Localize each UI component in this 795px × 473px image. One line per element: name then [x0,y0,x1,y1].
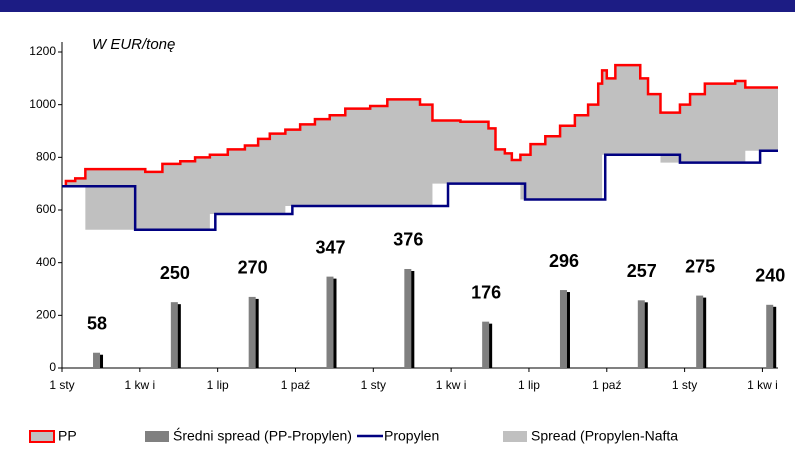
x-tick-label: 1 kw i [747,378,778,392]
x-tick-label: 1 paź [592,378,621,392]
line [62,63,778,188]
x-tick-label: 1 paź [281,378,310,392]
bar [637,300,645,368]
data-label: 296 [549,251,579,271]
data-label: 270 [238,258,268,278]
legend-swatch [29,430,55,443]
y-tick-label: 0 [49,360,56,374]
y-tick-label: 800 [36,150,56,164]
x-tick-label: 1 lip [207,378,229,392]
line [62,149,778,231]
bar [559,290,567,368]
data-label: 176 [471,282,501,302]
bar [482,321,490,368]
y-tick-label: 600 [36,202,56,216]
x-tick-label: 1 kw i [124,378,155,392]
legend-label: PP [58,428,77,444]
bar [404,268,412,368]
x-tick-label: 1 sty [49,378,74,392]
data-label: 240 [755,266,785,286]
data-label: 58 [87,313,107,333]
bar [248,296,256,368]
y-tick-label: 400 [36,255,56,269]
y-tick-label: 1200 [29,44,56,58]
data-label: 257 [627,261,657,281]
bar [93,352,101,368]
legend-label: Średni spread (PP-Propylen) [173,427,352,444]
data-label: 376 [393,230,423,250]
annotation: W EUR/tonę [92,36,175,53]
y-tick-label: 200 [36,308,56,322]
spread-area [62,65,778,230]
legend-swatch [503,431,527,442]
data-label: 250 [160,263,190,283]
legend-label: Spread (Propylen-Nafta [531,428,678,444]
y-tick-label: 1000 [29,97,56,111]
data-label: 347 [315,237,345,257]
legend-swatch [145,431,169,442]
top-band [0,0,795,12]
bar [170,302,178,368]
bar [766,304,774,368]
x-tick-label: 1 sty [361,378,386,392]
x-tick-label: 1 lip [518,378,540,392]
bar [326,276,334,368]
x-tick-label: 1 kw i [436,378,467,392]
x-tick-label: 1 sty [672,378,697,392]
bar [696,295,704,368]
data-label: 275 [685,256,715,276]
legend-label: Propylen [384,428,439,444]
